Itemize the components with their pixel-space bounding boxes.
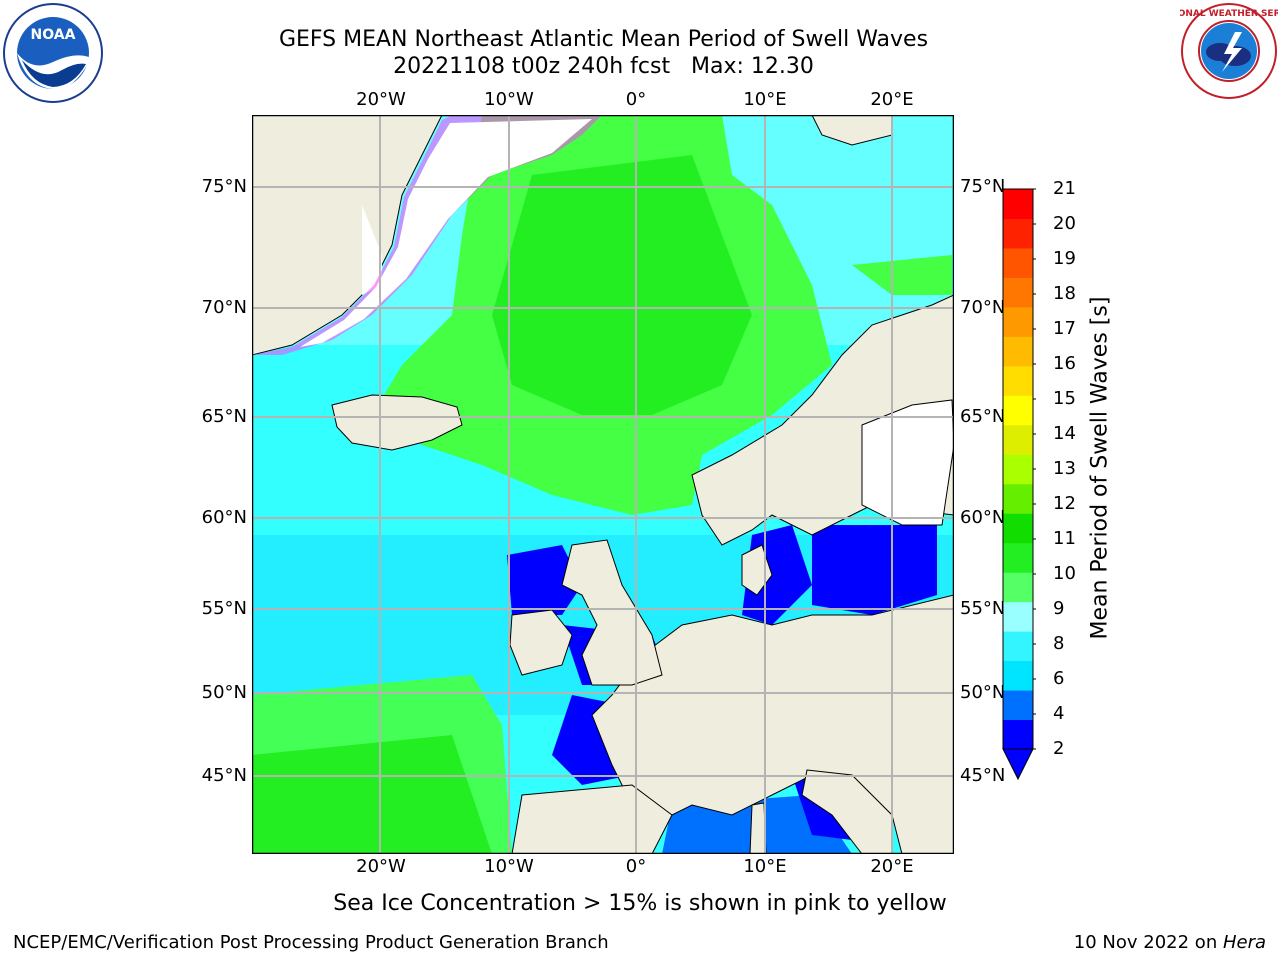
colorbar-extend-arrow	[1002, 748, 1034, 781]
lon-label-top-0: 0°	[625, 89, 647, 110]
colorbar-segment	[1003, 189, 1033, 219]
lat-label-left-60n: 60°N	[201, 507, 247, 528]
footer-host: Hera	[1222, 932, 1266, 953]
lat-label-right-55n: 55°N	[960, 598, 1006, 619]
colorbar-tick-label: 16	[1053, 353, 1076, 374]
lat-label-right-60n: 60°N	[960, 507, 1006, 528]
colorbar-tick-label: 20	[1053, 213, 1076, 234]
colorbar-segment	[1003, 601, 1033, 632]
footer-credit: NCEP/EMC/Verification Post Processing Pr…	[13, 932, 609, 953]
lon-label-top-20w: 20°W	[356, 89, 406, 110]
colorbar	[1002, 188, 1036, 781]
colorbar-segment	[1003, 572, 1033, 603]
svg-text:NATIONAL WEATHER SERVICE: NATIONAL WEATHER SERVICE	[1180, 9, 1278, 19]
colorbar-segment	[1003, 542, 1033, 573]
lat-label-right-65n: 65°N	[960, 406, 1006, 427]
footer-date: 10 Nov 2022 on Hera	[1074, 932, 1266, 953]
colorbar-segment	[1003, 483, 1033, 514]
colorbar-tick-label: 21	[1053, 178, 1076, 199]
colorbar-title: Mean Period of Swell Waves [s]	[1087, 296, 1113, 640]
lat-label-left-45n: 45°N	[201, 765, 247, 786]
chart-subtitle: 20221108 t00z 240h fcst Max: 12.30	[393, 54, 814, 79]
nws-logo: NATIONAL WEATHER SERVICE	[1180, 3, 1278, 99]
lon-label-bottom-20w: 20°W	[356, 856, 406, 877]
colorbar-tick-label: 17	[1053, 318, 1076, 339]
colorbar-segment	[1003, 660, 1033, 691]
lat-label-left-65n: 65°N	[201, 406, 247, 427]
colorbar-segment	[1003, 454, 1033, 485]
footer-date-text: 10 Nov 2022 on	[1073, 932, 1223, 953]
colorbar-tick-label: 12	[1053, 493, 1076, 514]
lat-label-left-75n: 75°N	[201, 176, 247, 197]
chart-title: GEFS MEAN Northeast Atlantic Mean Period…	[278, 27, 929, 52]
lat-label-right-50n: 50°N	[960, 682, 1006, 703]
colorbar-tick-label: 18	[1053, 283, 1076, 304]
colorbar-segment	[1003, 247, 1033, 278]
colorbar-segment	[1003, 218, 1033, 249]
colorbar-segment	[1003, 336, 1033, 367]
colorbar-tick-label: 14	[1053, 423, 1076, 444]
colorbar-tick-label: 4	[1053, 703, 1065, 724]
lon-label-bottom-10w: 10°W	[484, 856, 534, 877]
lon-label-top-20e: 20°E	[870, 89, 914, 110]
colorbar-tick-label: 11	[1053, 528, 1076, 549]
lat-label-left-50n: 50°N	[201, 682, 247, 703]
colorbar-tick-label: 8	[1053, 633, 1065, 654]
swell-period-map	[252, 115, 954, 854]
lon-label-bottom-10e: 10°E	[743, 856, 787, 877]
noaa-logo-text: NOAA	[31, 27, 76, 43]
colorbar-tick-label: 2	[1053, 738, 1065, 759]
lon-label-top-10w: 10°W	[484, 89, 534, 110]
colorbar-segment	[1003, 395, 1033, 426]
colorbar-segment	[1003, 690, 1033, 721]
lat-label-right-45n: 45°N	[960, 765, 1006, 786]
lat-label-right-75n: 75°N	[960, 176, 1006, 197]
colorbar-tick-label: 15	[1053, 388, 1076, 409]
colorbar-tick-label: 19	[1053, 248, 1076, 269]
sea-ice-note: Sea Ice Concentration > 15% is shown in …	[333, 891, 947, 916]
lat-label-left-55n: 55°N	[201, 598, 247, 619]
colorbar-segment	[1003, 424, 1033, 455]
colorbar-segment	[1003, 365, 1033, 396]
lat-label-right-70n: 70°N	[960, 297, 1006, 318]
lon-label-bottom-0: 0°	[625, 856, 647, 877]
noaa-logo: NOAA	[3, 3, 103, 103]
colorbar-segment	[1003, 306, 1033, 337]
colorbar-tick-label: 13	[1053, 458, 1076, 479]
colorbar-tick-label: 9	[1053, 598, 1065, 619]
colorbar-segment	[1003, 513, 1033, 544]
lon-label-top-10e: 10°E	[743, 89, 787, 110]
colorbar-tick-label: 10	[1053, 563, 1076, 584]
lon-label-bottom-20e: 20°E	[870, 856, 914, 877]
colorbar-segment	[1003, 719, 1033, 750]
colorbar-segment	[1003, 631, 1033, 662]
lat-label-left-70n: 70°N	[201, 297, 247, 318]
colorbar-segment	[1003, 277, 1033, 308]
colorbar-tick-label: 6	[1053, 668, 1065, 689]
